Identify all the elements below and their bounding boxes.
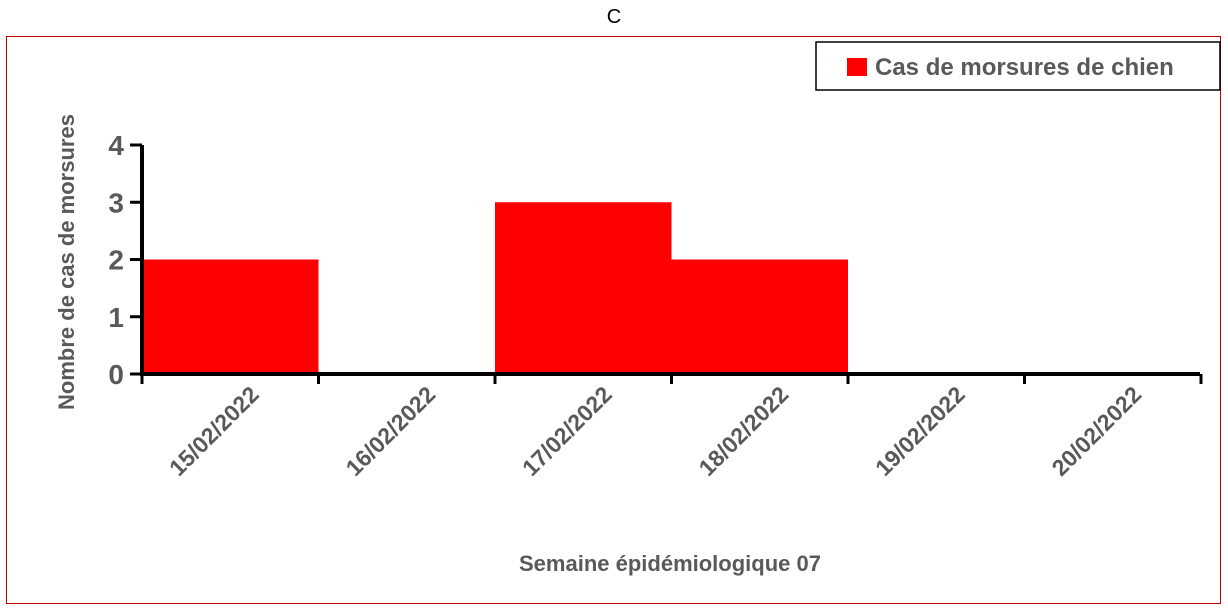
bar-18/02/2022 bbox=[671, 259, 848, 374]
x-axis-title: Semaine épidémiologique 07 bbox=[519, 551, 821, 576]
x-ticks: 15/02/2022 16/02/2022 17/02/2022 18/02/2022… bbox=[140, 374, 1203, 481]
panel-label: C bbox=[606, 6, 622, 28]
x-tick-label: 15/02/2022 bbox=[164, 381, 264, 481]
legend-box bbox=[815, 41, 1221, 91]
chart-frame bbox=[6, 36, 1221, 604]
y-tick-label: 2 bbox=[108, 245, 124, 276]
y-tick-label: 4 bbox=[108, 130, 124, 161]
x-tick-label: 16/02/2022 bbox=[340, 381, 440, 481]
x-tick-label: 20/02/2022 bbox=[1046, 381, 1146, 481]
x-tick-label: 19/02/2022 bbox=[870, 381, 970, 481]
bars-layer bbox=[142, 202, 848, 374]
y-tick-label: 3 bbox=[108, 187, 124, 218]
y-axis-title: Nombre de cas de morsures bbox=[54, 114, 79, 410]
legend-label: Cas de morsures de chien bbox=[875, 54, 1174, 81]
y-tick-label: 0 bbox=[108, 359, 124, 390]
y-tick-label: 1 bbox=[108, 302, 124, 333]
bar-15/02/2022 bbox=[142, 259, 319, 374]
legend: Cas de morsures de chien bbox=[815, 41, 1221, 91]
bar-17/02/2022 bbox=[495, 202, 672, 374]
y-ticks: 0 1 2 3 4 bbox=[108, 130, 142, 390]
x-tick-label: 17/02/2022 bbox=[517, 381, 617, 481]
x-tick-label: 18/02/2022 bbox=[693, 381, 793, 481]
legend-swatch bbox=[847, 58, 867, 76]
